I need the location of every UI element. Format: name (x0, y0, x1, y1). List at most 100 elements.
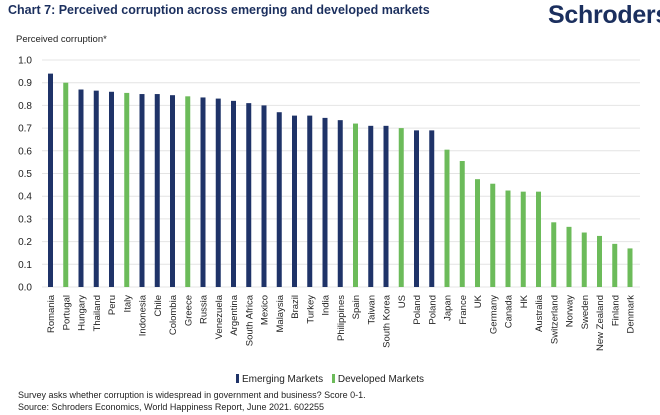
x-tick-label: Australia (534, 294, 545, 332)
y-tick-label: 0.0 (18, 283, 32, 294)
y-tick-label: 1.0 (18, 56, 32, 67)
legend-swatch-emerging (235, 374, 239, 383)
legend-label-developed: Developed Markets (337, 374, 425, 385)
bar-thailand (93, 90, 99, 288)
x-tick-label: Germany (488, 295, 499, 334)
x-tick-label: India (321, 294, 332, 315)
x-tick-label: Argentina (229, 294, 240, 335)
x-tick-label: Hungary (77, 295, 88, 331)
y-axis-label: Perceived corruption* (16, 34, 107, 45)
bar-malaysia (276, 112, 282, 288)
x-tick-label: Romania (46, 294, 57, 333)
x-tick-label: Denmark (626, 295, 637, 334)
y-tick-label: 0.8 (18, 101, 32, 112)
x-tick-label: Canada (504, 294, 515, 328)
x-tick-label: Japan (443, 295, 454, 321)
chart-title: Chart 7: Perceived corruption across eme… (8, 3, 430, 17)
legend-item-developed: Developed Markets (331, 374, 425, 385)
bar-australia (536, 191, 541, 287)
x-tick-label: Poland (427, 295, 438, 325)
bar-turkey (307, 115, 313, 288)
bar-denmark (627, 248, 633, 287)
footnote: Survey asks whether corruption is widesp… (18, 390, 366, 400)
x-tick-label: Switzerland (549, 295, 560, 344)
bar-indonesia (139, 94, 145, 287)
x-tick-label: South Africa (244, 294, 255, 346)
legend-swatch-developed (331, 374, 335, 383)
x-tick-label: HK (519, 294, 530, 308)
bar-brazil (292, 115, 297, 288)
x-tick-label: Finland (610, 295, 621, 326)
bar-india (322, 117, 328, 287)
bar-argentina (231, 100, 236, 287)
bar-switzerland (551, 222, 557, 287)
x-tick-label: Philippines (336, 295, 347, 341)
bar-colombia (170, 95, 175, 287)
bar-chile (154, 94, 160, 287)
legend: Emerging Markets Developed Markets (0, 374, 660, 385)
bar-hungary (78, 89, 84, 287)
bar-japan (444, 149, 450, 287)
schroders-logo: Schroders (548, 1, 660, 29)
x-tick-label: UK (473, 294, 484, 308)
source-note: Source: Schroders Economics, World Happi… (18, 402, 325, 412)
bar-peru (109, 91, 114, 287)
x-tick-label: Mexico (260, 295, 271, 325)
bar-taiwan (368, 125, 374, 287)
bar-poland (429, 130, 435, 287)
x-tick-label: South Korea (382, 294, 393, 348)
x-tick-label: Brazil (290, 295, 301, 319)
bars (48, 73, 633, 288)
x-tick-label: Taiwan (366, 295, 377, 325)
bar-uk (475, 179, 480, 287)
x-tick-label: Peru (107, 295, 118, 315)
bar-italy (124, 92, 130, 287)
y-tick-label: 0.7 (18, 124, 32, 135)
y-tick-label: 0.9 (18, 78, 32, 89)
bar-romania (48, 73, 53, 288)
x-tick-label: France (458, 295, 469, 325)
bar-norway (566, 226, 572, 287)
x-tick-label: Chile (153, 295, 164, 317)
y-tick-label: 0.6 (18, 146, 32, 157)
y-tick-label: 0.2 (18, 237, 32, 248)
bar-greece (185, 96, 191, 287)
bar-portugal (63, 82, 69, 287)
x-tick-label: Colombia (168, 294, 179, 335)
x-tick-label: Turkey (305, 295, 316, 324)
x-axis-labels: Romania Portugal Hungary Thailand Peru Italy I… (46, 294, 637, 351)
bar-germany (490, 183, 496, 287)
bar-venezuela (215, 98, 221, 287)
bar-mexico (261, 105, 267, 288)
x-tick-label: Thailand (92, 295, 103, 331)
bar-spain (353, 123, 358, 287)
bar-russia (200, 97, 206, 287)
bar-canada (505, 190, 511, 287)
bar-new-zealand (597, 235, 602, 287)
bar-poland (414, 130, 419, 287)
x-tick-label: Malaysia (275, 294, 286, 332)
x-tick-label: Greece (183, 295, 194, 326)
x-tick-label: Spain (351, 295, 362, 319)
bar-philippines (337, 120, 343, 287)
bar-hk (520, 191, 526, 287)
x-tick-label: Indonesia (138, 294, 149, 336)
y-axis-ticks: 0.0 0.1 0.2 0.3 0.4 0.5 0.6 0.7 0.8 0.9 1.0 (18, 56, 32, 294)
x-tick-label: Portugal (61, 295, 72, 330)
x-tick-label: US (397, 295, 408, 308)
x-tick-label: Italy (122, 295, 133, 313)
x-tick-label: Sweden (580, 295, 591, 329)
x-tick-label: New Zealand (595, 295, 606, 351)
x-tick-label: Russia (199, 294, 210, 324)
bar-us (398, 128, 404, 287)
legend-item-emerging: Emerging Markets (235, 374, 324, 385)
bar-chart: 0.0 0.1 0.2 0.3 0.4 0.5 0.6 0.7 0.8 0.9 1.0 Romani… (18, 56, 640, 351)
bar-sweden (581, 232, 587, 287)
bar-south-africa (246, 103, 252, 287)
legend-label-emerging: Emerging Markets (241, 374, 324, 385)
bar-france (459, 161, 465, 287)
x-tick-label: Poland (412, 295, 423, 325)
y-tick-label: 0.3 (18, 214, 32, 225)
x-tick-label: Norway (565, 295, 576, 327)
bar-finland (612, 243, 618, 287)
